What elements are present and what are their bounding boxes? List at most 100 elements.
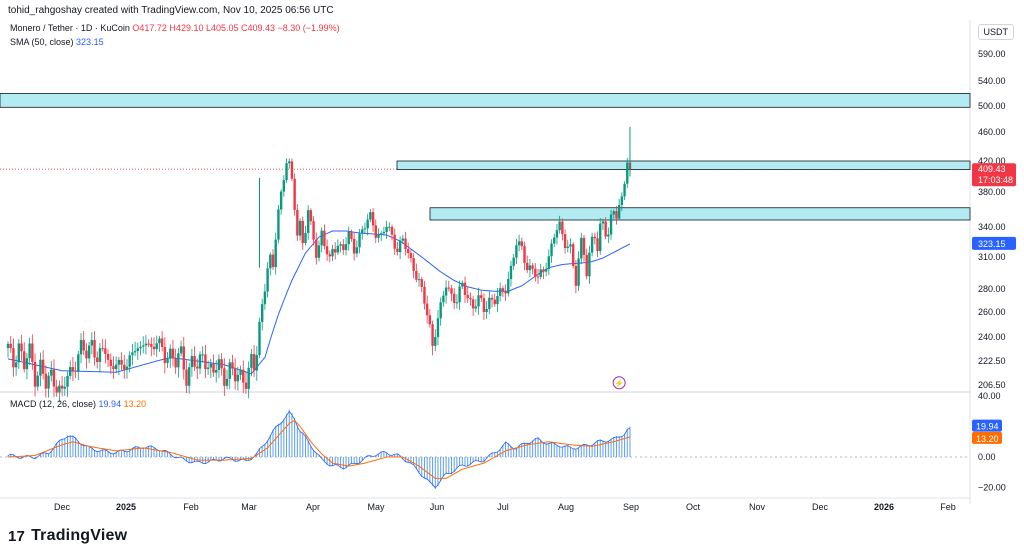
candle <box>434 329 437 352</box>
candle <box>109 353 112 374</box>
candle <box>617 198 621 221</box>
candle-body <box>461 282 464 287</box>
candle <box>539 263 542 280</box>
candle <box>361 226 364 240</box>
candle-body <box>563 234 567 248</box>
candle-body <box>136 348 140 352</box>
candle <box>417 272 421 287</box>
candle <box>455 294 459 309</box>
candle-body <box>125 366 129 370</box>
candle-body <box>474 306 478 309</box>
candle <box>336 239 340 255</box>
candle-body <box>185 369 188 386</box>
macd-value-tag <box>972 419 1002 432</box>
candle-body <box>458 286 461 303</box>
candle <box>531 262 534 275</box>
candle <box>301 216 304 250</box>
price-tick-label: 540.00 <box>978 76 1006 86</box>
candle-body <box>431 324 434 346</box>
candle-body <box>609 214 613 235</box>
candle <box>120 352 123 371</box>
candle-body <box>182 346 185 370</box>
candle <box>528 259 532 278</box>
candle <box>558 215 561 234</box>
candle <box>182 337 185 380</box>
candle-body <box>488 297 491 309</box>
candle <box>544 262 548 277</box>
candle <box>90 332 94 355</box>
last-price-countdown: 17:03:48 <box>978 175 1013 185</box>
candle <box>201 346 204 363</box>
candle <box>260 298 264 331</box>
candle <box>277 205 280 244</box>
price-tick-label: 340.00 <box>978 222 1006 232</box>
candle-body <box>9 343 12 349</box>
candle <box>601 218 605 231</box>
candle-body <box>317 245 321 258</box>
candle <box>79 333 83 364</box>
candle-body <box>369 212 372 220</box>
candle-body <box>342 244 345 251</box>
candle <box>398 236 402 260</box>
symbol-name[interactable]: Monero / Tether · 1D · KuCoin <box>10 23 130 33</box>
candle-body <box>582 237 586 255</box>
candle <box>325 239 329 261</box>
candle <box>425 295 429 324</box>
candle-body <box>104 348 107 354</box>
candle <box>312 216 315 246</box>
candle <box>623 181 626 201</box>
candle <box>439 297 442 326</box>
candle <box>626 157 629 189</box>
time-tick-label: Jul <box>497 502 509 512</box>
candle-body <box>41 359 45 374</box>
candle <box>114 356 118 374</box>
candle-body <box>444 287 448 296</box>
candle <box>250 349 253 377</box>
candle-body <box>501 288 505 291</box>
candle <box>352 232 356 261</box>
candle-body <box>493 299 496 305</box>
candle-body <box>450 288 453 294</box>
candle <box>290 158 294 181</box>
candle-body <box>509 265 513 280</box>
candle-body <box>580 237 583 259</box>
candle <box>415 263 418 283</box>
macd-value: 19.94 <box>98 399 122 409</box>
candle-body <box>393 234 396 249</box>
candle <box>501 285 505 297</box>
candle <box>480 290 483 303</box>
candle-body <box>155 343 158 350</box>
candle <box>463 276 467 303</box>
time-tick-label: May <box>367 502 385 512</box>
candle <box>590 232 594 257</box>
candle <box>77 350 80 381</box>
price-tick-label: 260.00 <box>978 307 1006 317</box>
candle-body <box>282 180 286 192</box>
candle-body <box>496 295 499 305</box>
candle <box>596 231 599 257</box>
candle <box>44 365 48 398</box>
macd-legend[interactable]: MACD (12, 26, close) 19.94 13.20 <box>10 399 146 409</box>
candle <box>142 336 145 354</box>
candle-body <box>542 269 545 272</box>
candle <box>523 241 526 271</box>
candle <box>355 240 359 258</box>
candle <box>447 280 450 292</box>
candle-body <box>269 254 272 269</box>
candle <box>536 269 540 284</box>
candle-body <box>344 244 348 251</box>
macd-line <box>7 410 631 489</box>
candle-body <box>263 291 267 305</box>
currency-badge[interactable]: USDT <box>977 24 1014 40</box>
candle-body <box>588 252 591 277</box>
tradingview-brand[interactable]: 17 TradingView <box>8 527 127 545</box>
candle-body <box>71 367 75 371</box>
signal-line <box>7 419 631 479</box>
sma-legend[interactable]: SMA (50, close) 323.15 <box>10 37 104 47</box>
candle <box>350 229 353 242</box>
candle <box>269 252 272 276</box>
candle-body <box>304 232 307 244</box>
price-tick-label: 460.00 <box>978 127 1006 137</box>
candle <box>263 283 267 310</box>
